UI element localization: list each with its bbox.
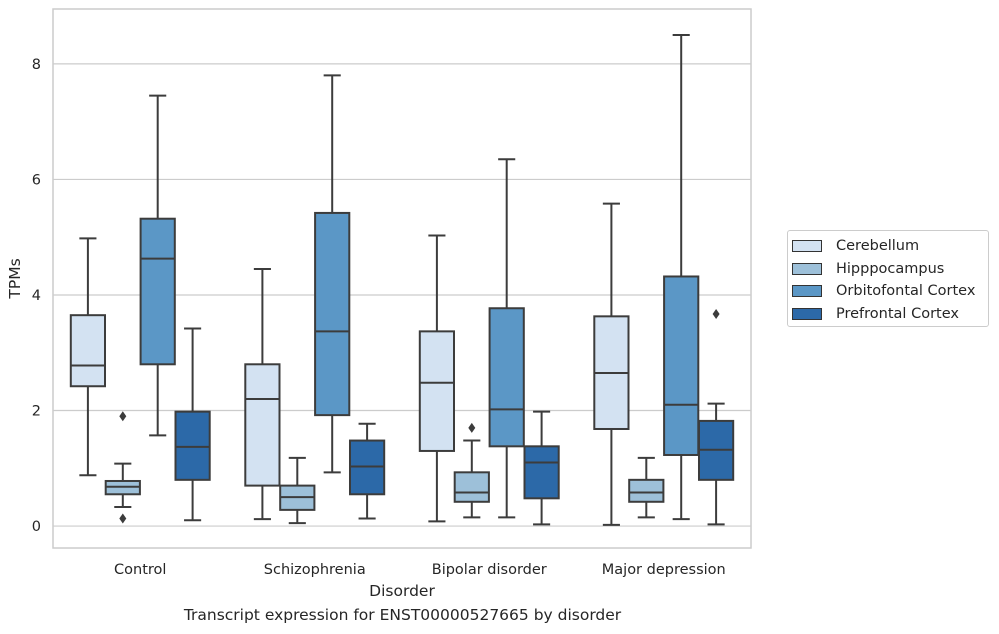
box-2-2-box — [488, 307, 525, 448]
x-tick-label-1: Schizophrenia — [264, 562, 366, 578]
box-3-1-box — [628, 478, 665, 503]
y-tick-label-0: 0 — [32, 519, 41, 535]
box-0-2-box — [139, 217, 176, 366]
legend-label-orbitofrontal: Orbitofontal Cortex — [836, 283, 976, 300]
box-0-3-box — [174, 410, 211, 481]
x-tick-label-0: Control — [114, 562, 166, 578]
legend-swatch-orbitofrontal — [792, 285, 822, 298]
box-3-2-box — [663, 275, 700, 456]
box-1-0-box — [244, 363, 281, 487]
box-0-1-outlier-0 — [119, 411, 127, 422]
box-2-0-box — [418, 330, 456, 452]
legend-label-cerebellum: Cerebellum — [836, 238, 920, 255]
legend-swatch-cerebellum — [792, 240, 822, 253]
y-tick-label-2: 4 — [32, 288, 41, 304]
y-axis-label: TPMs — [6, 258, 24, 299]
box-0-0-box — [69, 314, 107, 388]
x-tick-label-3: Major depression — [602, 562, 726, 578]
box-2-1-outlier-0 — [468, 422, 476, 433]
legend-label-hippocampus: Hipppocampus — [836, 260, 945, 277]
box-2-3-box — [523, 445, 560, 500]
box-2-1-box — [453, 471, 490, 503]
chart-caption: Transcript expression for ENST0000052766… — [183, 606, 622, 624]
legend-swatch-hippocampus — [792, 262, 822, 275]
legend-item-cerebellum: Cerebellum — [792, 235, 988, 258]
x-axis-label: Disorder — [369, 582, 435, 600]
plot-frame — [52, 8, 752, 549]
legend-swatch-prefrontal — [792, 307, 822, 320]
legend-item-prefrontal: Prefrontal Cortex — [792, 303, 988, 326]
y-tick-label-4: 8 — [32, 57, 41, 73]
legend-item-orbitofrontal: Orbitofontal Cortex — [792, 280, 988, 303]
x-tick-label-2: Bipolar disorder — [432, 562, 547, 578]
y-tick-label-1: 2 — [32, 404, 41, 420]
box-3-3-outlier-0 — [712, 309, 720, 320]
legend-item-hippocampus: Hipppocampus — [792, 258, 988, 281]
legend-label-prefrontal: Prefrontal Cortex — [836, 305, 959, 322]
box-0-1-outlier-1 — [119, 513, 127, 524]
y-tick-label-3: 6 — [32, 172, 41, 188]
box-1-2-box — [314, 211, 351, 417]
chart-legend: Cerebellum Hipppocampus Orbitofontal Cor… — [787, 230, 989, 327]
